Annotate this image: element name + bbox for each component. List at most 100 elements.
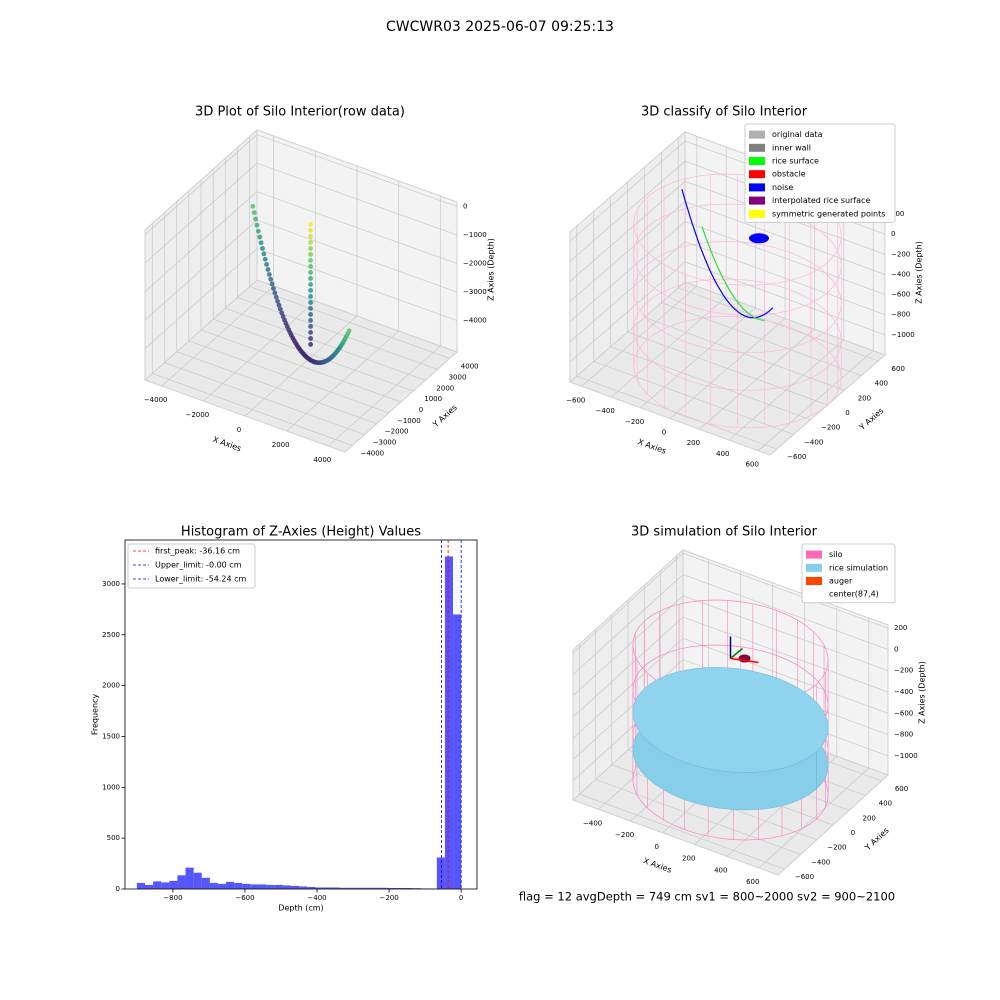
decor-curve [701,226,765,321]
bar [185,867,194,889]
x-tick-label: 0 [654,843,658,851]
x-tick-label: −600 [566,396,585,404]
decor-point [308,234,313,239]
legend-swatch [749,143,765,152]
decor-point [308,288,313,293]
bar [266,884,275,889]
grid-line [144,191,458,292]
y-tick-label: 0 [851,829,855,837]
z-tick-label: 200 [891,210,904,218]
y-tick-label: −400 [804,438,823,446]
bar [161,882,170,889]
x-tick-label: −4000 [144,396,168,404]
grid-line [572,574,889,675]
x-tick-label: −2000 [185,411,209,419]
z-tick-label: −2000 [463,260,487,268]
x-tick-label: −200 [625,418,644,426]
grid-line [164,212,365,435]
legend-label: inner wall [772,143,811,152]
chart-title: 3D simulation of Silo Interior [631,525,818,540]
legend-label: rice surface [772,157,819,166]
grid-line [212,169,414,392]
decor-point [308,228,313,233]
legend-label: Upper_limit: -0.00 cm [155,561,242,570]
y-tick-label: 2500 [102,631,120,639]
bar [299,886,308,889]
y-tick-label: 600 [892,365,905,373]
legend-swatch [749,170,765,179]
decor-point [308,222,313,227]
bar [315,887,324,889]
decor-point [277,306,283,312]
y-tick-label: 0 [845,409,849,417]
bar [404,887,413,889]
grid-line [595,629,801,855]
grid-line [611,614,817,841]
y-tick-label: −200 [827,844,846,852]
z-tick-label: −800 [894,731,913,739]
z-tick-label: −600 [891,291,910,299]
decor-point [265,267,271,272]
decor-point [308,264,313,269]
legend-label: symmetric generated points [772,209,885,218]
grid-line [726,606,838,857]
decor-point [346,328,352,334]
y-tick-label: 200 [858,394,871,402]
decor-point [308,246,313,251]
legend-label: first_peak: -36.16 cm [155,547,240,556]
decor-point [268,276,274,282]
z-tick-label: −400 [891,270,910,278]
decor-point [308,330,313,335]
bar [380,887,389,889]
decor-point [273,294,279,300]
decor-point [251,210,257,216]
decor-point [275,298,281,304]
y-tick-label: 1000 [424,395,442,403]
grid-line [593,211,794,435]
grid-line [161,136,275,387]
grid-line [581,136,698,387]
decor-point [260,246,265,251]
decor-point [264,262,269,267]
y-tick-label: −1000 [397,417,421,425]
legend-swatch [806,563,822,572]
bar [436,857,445,889]
z-tick-label: −800 [891,311,910,319]
legend-label: obstacle [772,170,806,179]
z-tick-label: 0 [891,230,895,238]
legend-box [127,543,256,589]
legend-label: noise [772,183,793,192]
y-tick-label: 400 [879,800,892,808]
bar [153,881,162,889]
y-tick-label: 2000 [436,384,454,392]
decor-point [308,324,313,329]
y-tick-label: 2000 [102,682,120,690]
bar [282,885,291,889]
y-tick-label: 0 [116,885,120,893]
decor-point [262,256,268,262]
grid-line [576,226,777,450]
x-tick-label: 400 [716,450,729,458]
z-axis-label: Z Axies (Depth) [918,661,927,724]
decor-point [258,240,264,246]
z-tick-label: −200 [894,667,913,675]
legend-label: center(87,4) [829,590,879,599]
y-tick-label: −600 [787,453,806,461]
legend-swatch [749,183,765,192]
legend-swatch [806,590,822,599]
y-tick-label: −3000 [373,439,397,447]
axes-frame [124,539,478,890]
grid-line [569,261,886,363]
grid-line [627,182,828,406]
y-tick-label: 3000 [102,580,120,588]
y-tick-label: 500 [107,834,120,842]
z-tick-label: −1000 [891,331,915,339]
decor-point [308,318,313,323]
y-tick-label: 3000 [449,373,467,381]
x-tick-label: −400 [596,407,615,415]
grid-line [237,147,438,370]
bar [258,884,267,889]
z-tick-label: −1000 [463,231,487,239]
grid-line [176,201,377,425]
grid-line [579,644,785,870]
